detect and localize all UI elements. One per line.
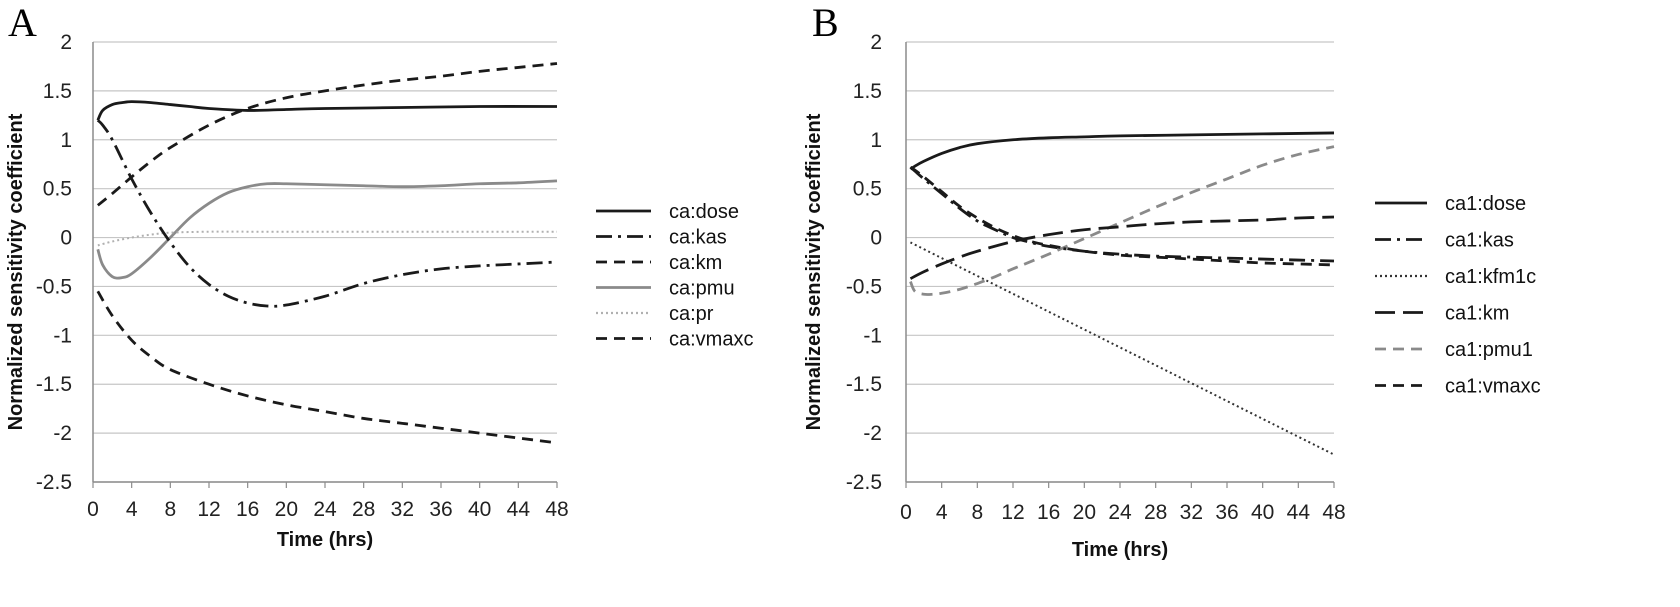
legend-label: ca1:dose — [1445, 193, 1526, 215]
x-tick-label: 8 — [971, 501, 983, 524]
series-line-ca1-km — [909, 215, 1335, 280]
x-tick-label: 32 — [391, 498, 414, 521]
y-tick-label: 1.5 — [43, 80, 72, 103]
legend-label: ca:pr — [669, 303, 714, 325]
y-tick-label: -2.5 — [846, 471, 882, 494]
y-tick-label: 1 — [60, 129, 72, 152]
y-tick-label: 1.5 — [853, 80, 882, 103]
y-tick-label: -0.5 — [36, 275, 72, 298]
y-tick-label: 2 — [60, 31, 72, 54]
panel-letter: B — [812, 0, 839, 45]
series-line-ca1-vmaxc — [909, 165, 1335, 267]
y-tick-label: 0 — [870, 227, 882, 250]
x-axis-title: Time (hrs) — [277, 529, 373, 551]
y-tick-label: -1.5 — [846, 373, 882, 396]
series-line-ca-vmaxc — [96, 290, 558, 445]
legend-label: ca:km — [669, 252, 722, 274]
y-tick-label: -1.5 — [36, 373, 72, 396]
x-tick-label: 20 — [275, 498, 298, 521]
legend-label: ca1:km — [1445, 303, 1509, 325]
y-tick-label: 1 — [870, 129, 882, 152]
x-tick-label: 12 — [1001, 501, 1024, 524]
x-tick-label: 40 — [468, 498, 491, 521]
series-line-ca-pr — [97, 230, 557, 247]
x-tick-label: 12 — [197, 498, 220, 521]
x-tick-label: 48 — [545, 498, 568, 521]
x-axis-title: Time (hrs) — [1072, 539, 1168, 561]
legend-label: ca1:pmu1 — [1445, 339, 1533, 361]
x-tick-label: 4 — [126, 498, 138, 521]
panel-a: A 21.510.50-0.5-1-1.5-2-2.50 4 8 12 16 20 24 28 3… — [5, 0, 753, 551]
x-tick-label: 36 — [429, 498, 452, 521]
x-tick-label: 0 — [900, 501, 912, 524]
legend-label: ca:pmu — [669, 278, 735, 300]
legend-label: ca:dose — [669, 201, 739, 223]
panel-letter: A — [8, 0, 37, 45]
series-line-ca1-pmu1 — [909, 145, 1335, 296]
series-line-ca-dose — [96, 100, 558, 121]
y-tick-label: -0.5 — [846, 275, 882, 298]
y-tick-label: -2 — [863, 422, 882, 445]
legend-label: ca1:kfm1c — [1445, 266, 1536, 288]
y-tick-label: 0 — [60, 227, 72, 250]
y-axis-title: Normalized sensitivity coefficient — [803, 113, 825, 430]
x-tick-label: 44 — [507, 498, 531, 521]
x-tick-label: 16 — [1037, 501, 1060, 524]
x-tick-label: 20 — [1073, 501, 1096, 524]
series-line-ca-kas — [96, 119, 558, 308]
series-line-ca-pmu — [96, 179, 558, 280]
legend-label: ca:vmaxc — [669, 329, 753, 351]
x-tick-label: 32 — [1180, 501, 1203, 524]
legend-label: ca1:vmaxc — [1445, 376, 1541, 398]
series-line-ca1-kfm1c — [910, 241, 1335, 456]
y-axis-title: Normalized sensitivity coefficient — [5, 113, 27, 430]
x-tick-label: 24 — [1108, 501, 1132, 524]
panel-b: B 2 1.5 1 0.5 0 -0.5 -1 -1.5 -2 -2.5 0 4 8 12 16 20 24 28 3… — [803, 0, 1541, 561]
x-tick-label: 28 — [352, 498, 375, 521]
series-line-ca1-kas — [909, 166, 1335, 263]
x-tick-label: 44 — [1287, 501, 1311, 524]
x-tick-label: 8 — [164, 498, 176, 521]
x-tick-label: 0 — [87, 498, 99, 521]
x-tick-label: 36 — [1215, 501, 1238, 524]
x-tick-label: 16 — [236, 498, 259, 521]
x-tick-label: 40 — [1251, 501, 1274, 524]
y-tick-label: 0.5 — [43, 178, 72, 201]
legend-label: ca:kas — [669, 227, 727, 249]
y-tick-label: 0.5 — [853, 178, 882, 201]
y-tick-label: -2 — [53, 422, 72, 445]
y-tick-label: 2 — [870, 31, 882, 54]
series-line-ca-km — [96, 62, 558, 207]
series-line-ca1-dose — [909, 131, 1335, 171]
x-tick-label: 28 — [1144, 501, 1167, 524]
y-tick-label: -1 — [863, 324, 882, 347]
x-tick-label: 24 — [313, 498, 337, 521]
x-tick-label: 48 — [1322, 501, 1345, 524]
legend-label: ca1:kas — [1445, 230, 1514, 252]
y-tick-label: -1 — [53, 324, 72, 347]
y-tick-label: -2.5 — [36, 471, 72, 494]
x-tick-label: 4 — [936, 501, 948, 524]
